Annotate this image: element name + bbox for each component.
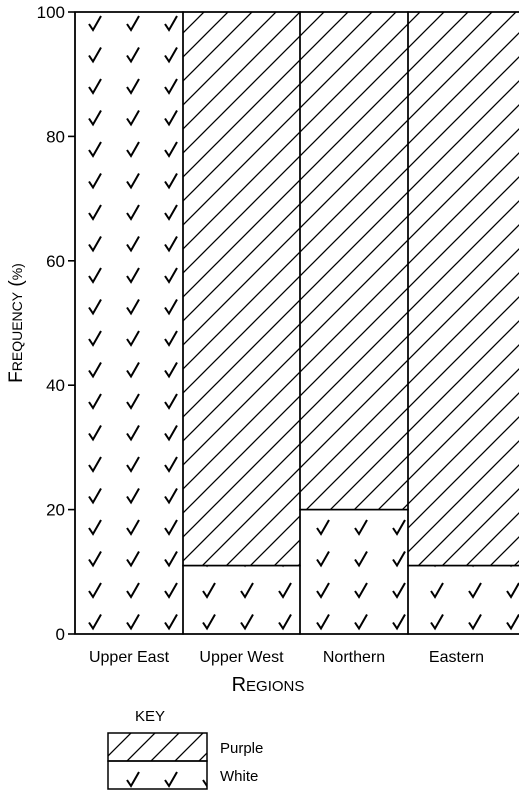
y-tick-label: 40 — [46, 376, 65, 395]
y-axis-title: FREQUENCY (%) — [6, 263, 27, 383]
y-tick-label: 20 — [46, 501, 65, 520]
y-tick-label: 80 — [46, 127, 65, 146]
legend-swatch-purple — [107, 732, 208, 762]
bar-purple-eastern — [407, 11, 519, 567]
bar-white-eastern — [407, 564, 519, 635]
y-tick-label: 0 — [56, 625, 65, 644]
bar-purple-upper-west — [182, 11, 301, 567]
bar-white-northern — [299, 508, 409, 635]
x-tick-label-upper-east: Upper East — [89, 649, 170, 666]
bar-white-upper-east — [74, 11, 184, 635]
legend-label-white: White — [220, 768, 258, 785]
legend-swatch-white — [107, 760, 208, 790]
x-tick-label-upper-west: Upper West — [199, 649, 284, 666]
y-tick-label: 60 — [46, 252, 65, 271]
bar-purple-northern — [299, 11, 409, 511]
legend-title: KEY — [135, 708, 165, 725]
x-tick-label-northern: Northern — [323, 649, 385, 666]
x-axis-title: REGIONS — [232, 674, 305, 696]
legend-label-purple: Purple — [220, 740, 263, 757]
y-tick-label: 100 — [37, 3, 65, 22]
bar-white-upper-west — [182, 564, 301, 635]
x-tick-label-eastern: Eastern — [429, 649, 484, 666]
